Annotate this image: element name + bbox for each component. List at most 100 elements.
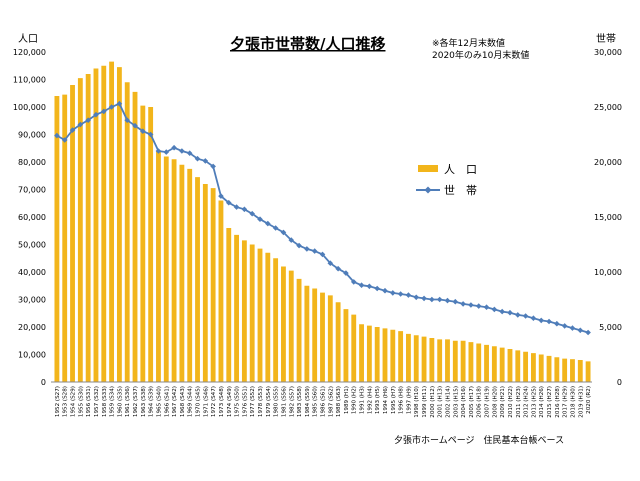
household-point xyxy=(366,283,373,290)
household-line xyxy=(54,100,591,336)
population-bar xyxy=(257,248,263,382)
x-tick-label: 2020 (R2) xyxy=(586,386,592,414)
household-point xyxy=(124,117,131,123)
chart-title: 夕張市世帯数/人口推移 xyxy=(230,35,385,53)
population-bar xyxy=(210,188,216,382)
household-point xyxy=(460,301,466,307)
household-point xyxy=(155,148,162,154)
household-point xyxy=(163,149,170,155)
left-axis-title: 人口 xyxy=(18,33,38,45)
right-tick-label: 20,000 xyxy=(594,158,622,167)
household-point xyxy=(140,128,146,134)
left-tick-label: 30,000 xyxy=(18,296,46,305)
population-bar xyxy=(445,339,450,382)
population-bar xyxy=(491,346,497,382)
x-tick-label: 1963 (S38) xyxy=(141,386,147,417)
x-tick-label: 1964 (S39) xyxy=(149,386,155,417)
x-tick-label: 1991 (H3) xyxy=(360,386,366,414)
population-bar xyxy=(374,327,380,382)
household-point xyxy=(257,216,263,222)
household-point xyxy=(54,132,60,139)
x-tick-label: 2017 (H29) xyxy=(563,386,569,418)
population-bar xyxy=(437,339,443,382)
population-bar xyxy=(249,244,255,382)
household-point xyxy=(514,312,521,318)
x-tick-label: 1987 (S62) xyxy=(328,386,334,417)
population-bar xyxy=(77,78,83,382)
x-tick-label: 1999 (H11) xyxy=(422,386,428,418)
household-point xyxy=(468,302,474,308)
population-bar xyxy=(179,164,185,382)
population-bar xyxy=(93,68,99,382)
right-tick-label: 30,000 xyxy=(594,48,622,57)
household-point xyxy=(218,193,224,199)
household-point xyxy=(93,111,99,118)
population-bar xyxy=(296,278,302,382)
left-tick-label: 0 xyxy=(41,378,46,387)
population-bar xyxy=(156,151,161,382)
right-tick-label: 10,000 xyxy=(594,268,622,277)
population-bar xyxy=(312,288,318,382)
household-point xyxy=(561,323,568,329)
household-point xyxy=(108,104,115,110)
x-tick-label: 1969 (S44) xyxy=(188,386,194,417)
household-point xyxy=(585,329,591,336)
household-point xyxy=(554,320,560,327)
household-point xyxy=(179,148,185,154)
population-bar xyxy=(554,357,560,382)
x-tick-label: 2013 (H25) xyxy=(531,386,537,418)
population-bar xyxy=(116,67,122,382)
population-bar xyxy=(288,270,294,382)
population-bar xyxy=(109,61,115,382)
household-point xyxy=(507,309,513,316)
x-tick-label: 1967 (S42) xyxy=(172,386,178,417)
population-bar xyxy=(390,329,396,382)
household-point xyxy=(491,306,498,313)
population-bar xyxy=(413,335,419,382)
x-tick-label: 2007 (H19) xyxy=(485,386,491,418)
household-point xyxy=(421,295,427,302)
household-point xyxy=(100,108,107,115)
x-tick-label: 2003 (H15) xyxy=(453,386,459,418)
population-bar xyxy=(54,96,60,382)
household-point xyxy=(233,204,240,210)
household-point xyxy=(452,298,459,305)
household-point xyxy=(296,242,302,249)
x-tick-label: 1992 (H4) xyxy=(367,386,373,414)
population-bar xyxy=(241,240,247,382)
household-point xyxy=(249,210,255,217)
population-bar xyxy=(218,200,224,382)
population-bar xyxy=(530,353,536,382)
household-point xyxy=(186,150,193,156)
chart-note-1: ※各年12月末数値 xyxy=(432,37,505,49)
population-bar xyxy=(70,85,75,382)
x-tick-label: 1996 (H8) xyxy=(399,386,405,414)
right-tick-label: 5,000 xyxy=(599,323,622,332)
household-point xyxy=(538,317,545,324)
x-tick-label: 1993 (H5) xyxy=(375,386,381,414)
x-tick-label: 1970 (S45) xyxy=(196,386,202,417)
household-point xyxy=(444,297,451,304)
household-point xyxy=(210,163,216,170)
left-tick-label: 10,000 xyxy=(18,351,46,360)
household-point xyxy=(358,282,365,288)
x-tick-label: 2015 (H27) xyxy=(547,386,553,418)
x-tick-label: 2001 (H13) xyxy=(438,386,444,418)
x-tick-label: 1959 (S34) xyxy=(110,386,116,417)
population-bar xyxy=(195,177,200,382)
x-tick-label: 1972 (S47) xyxy=(211,386,217,417)
population-bar xyxy=(429,338,435,382)
population-bar xyxy=(382,328,388,382)
population-bar xyxy=(546,355,552,382)
population-bar xyxy=(226,228,232,382)
household-point xyxy=(327,260,334,266)
population-bar xyxy=(335,302,341,382)
x-tick-label: 1998 (H10) xyxy=(414,386,420,418)
x-tick-label: 1958 (S33) xyxy=(102,386,108,417)
household-point xyxy=(311,248,318,254)
population-bar xyxy=(351,314,357,382)
left-tick-label: 80,000 xyxy=(18,158,46,167)
population-bar xyxy=(585,361,591,382)
x-tick-label: 1965 (S40) xyxy=(156,386,162,417)
x-tick-label: 1990 (H2) xyxy=(352,386,358,414)
